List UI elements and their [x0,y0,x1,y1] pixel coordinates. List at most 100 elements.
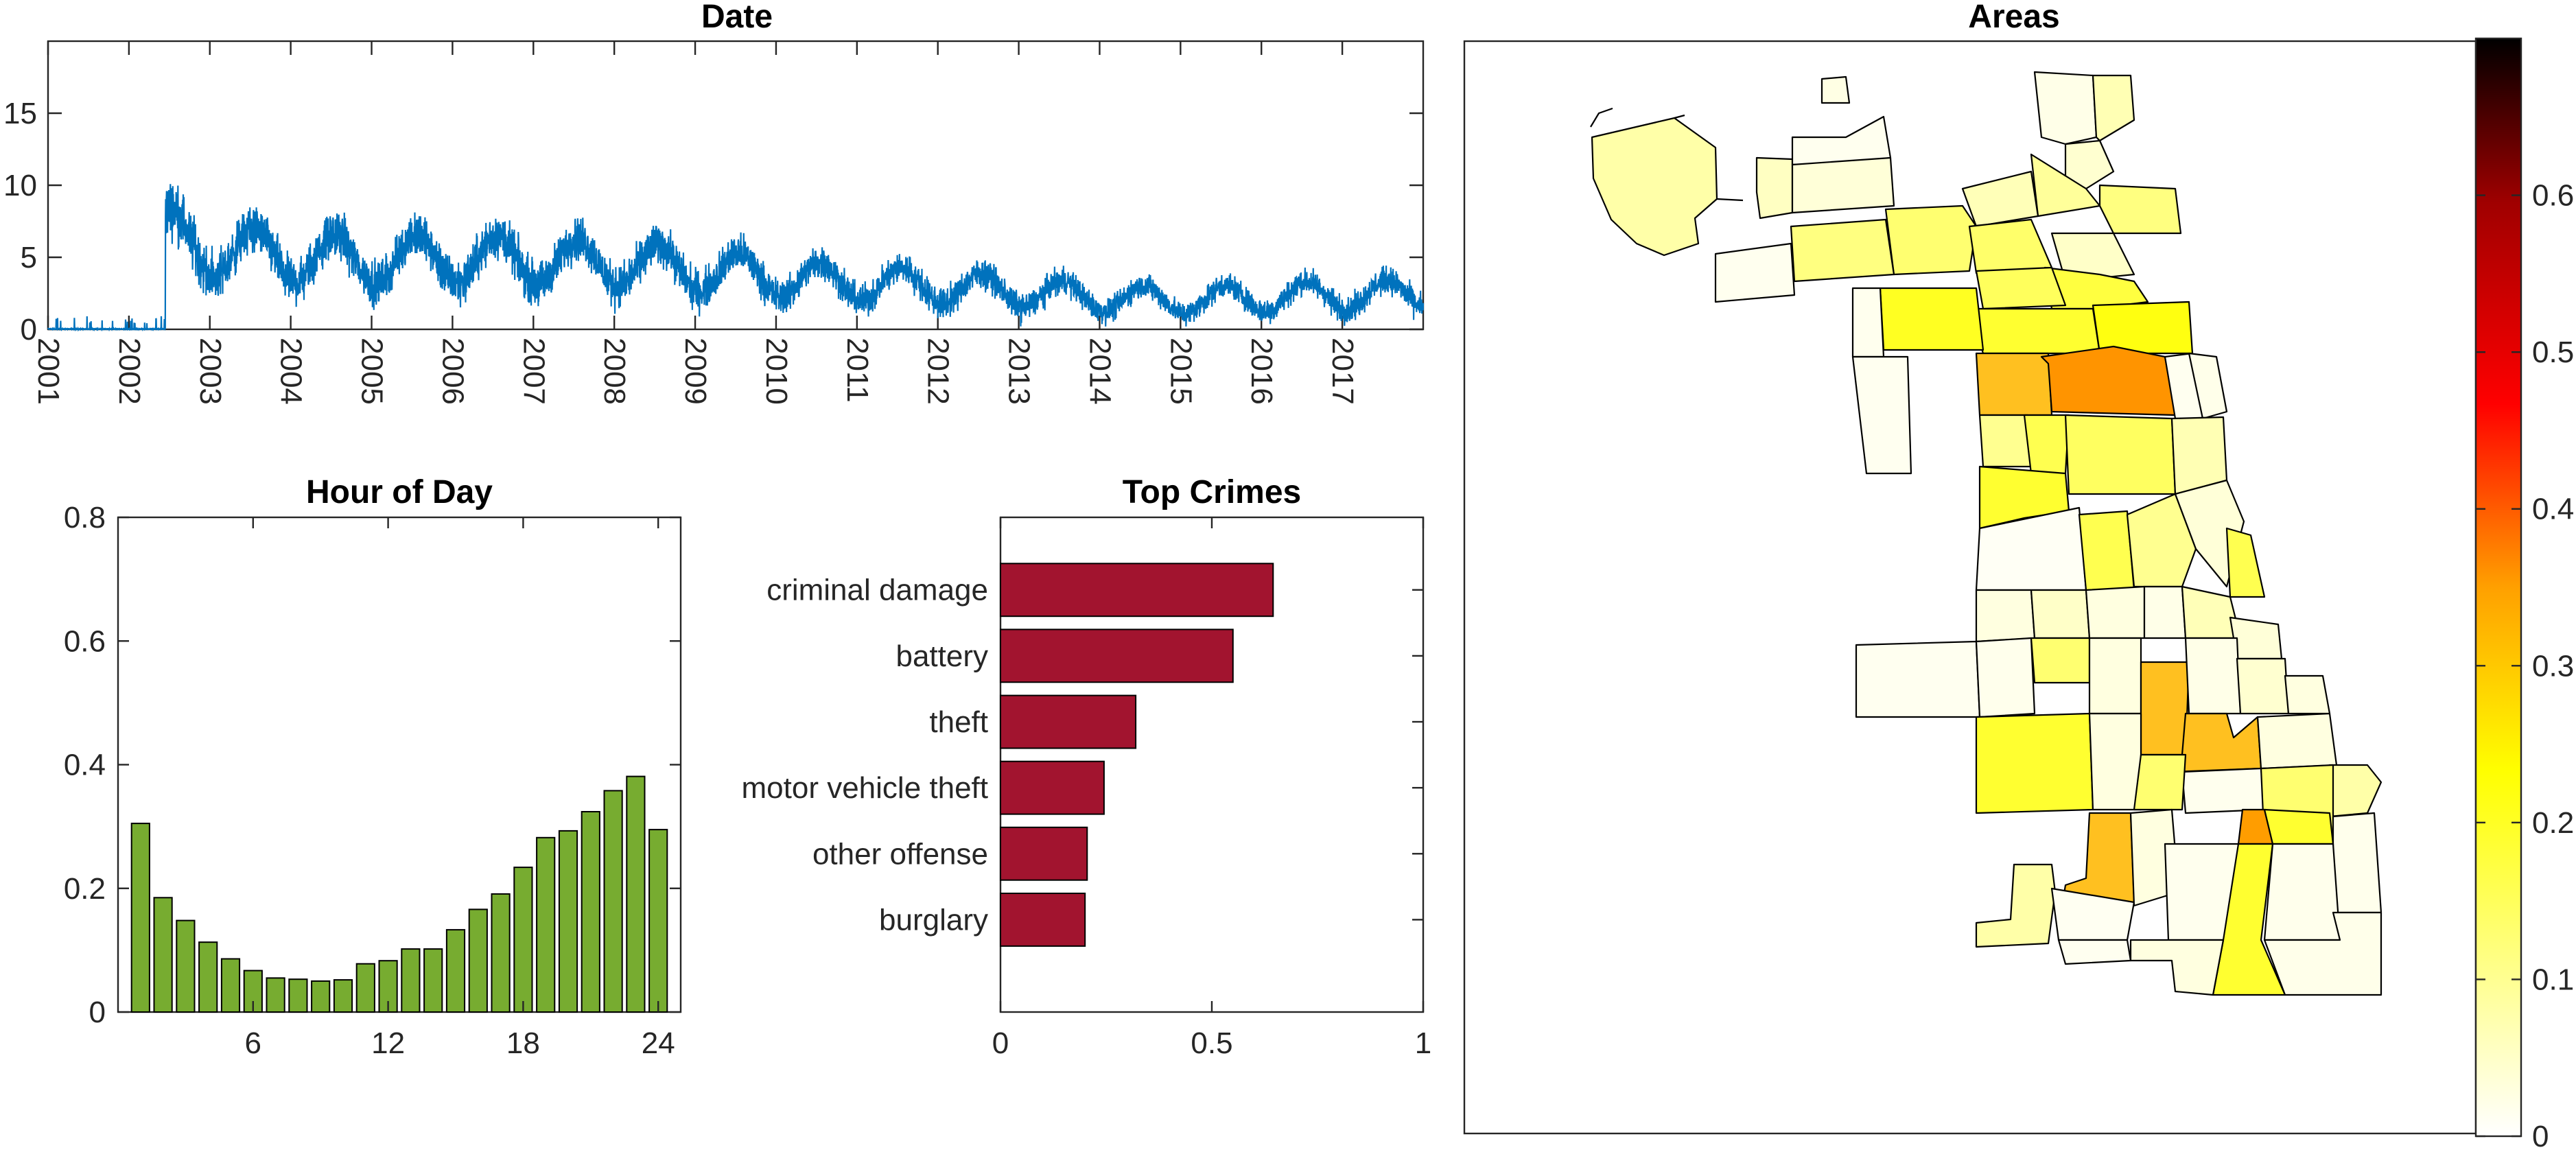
area-morgan-park [2129,939,2225,996]
area-gage-park [2030,637,2091,684]
date-x-tick-label: 2006 [436,338,469,405]
community-areas-map [1590,71,2382,996]
area-lake-view [2050,232,2135,283]
crime-bar [1000,628,1234,683]
colorbar-ticks: 0 0.1 0.2 0.3 0.4 0.5 0.6 [2476,179,2574,1152]
area-west-edge [1851,355,1912,475]
date-y-tick-label: 5 [21,241,37,274]
area-edison-park [1820,75,1851,104]
hour-bar [626,775,646,1013]
area-edgewater [2092,74,2135,142]
area-lower-west [2078,510,2135,591]
hour-bar [355,963,375,1013]
hour-bar [513,867,533,1013]
date-y-tick-label: 15 [3,97,37,130]
hour-bar [198,941,218,1013]
area-west-elsdon [1975,637,2036,718]
area-belmont-cragin [1879,287,1984,351]
hour-bar [423,948,443,1013]
date-x-tick-label: 2008 [598,338,631,405]
area-west-ridge [2064,139,2115,190]
area-montclare [1851,287,1885,358]
date-chart: Date 0 5 10 15 2001 2002 2003 2004 2005 2006 2007… [3,0,1425,405]
area-norwood-park [1755,156,1794,220]
hour-bar [401,948,421,1013]
hour-bar [536,836,556,1013]
hour-bar [220,958,241,1013]
date-x-tick-label: 2012 [922,338,955,405]
colorbar-tick-label: 0 [2532,1120,2549,1152]
crime-category-label: theft [929,705,988,739]
date-series-line [47,184,1425,332]
area-avondale [1975,266,2067,310]
hour-y-tick-label: 0.8 [64,501,106,534]
area-west-lawn [2140,661,2190,756]
crime-category-label: battery [895,639,988,673]
area-humboldt-park [2040,345,2177,416]
hour-bar [491,893,511,1013]
area-near-north-north [2092,301,2194,355]
crime-bar [1000,563,1274,618]
hour-bar [176,919,196,1013]
crime-bar [1000,694,1137,749]
hour-y-tick-label: 0.6 [64,624,106,658]
area-armour-square [2143,585,2187,639]
colorbar-tick-label: 0.4 [2532,493,2574,526]
hour-bar [603,790,623,1013]
crime-x-tick-label: 0.5 [1191,1026,1232,1060]
area-jefferson-park [1791,156,1895,214]
hour-chart-title: Hour of Day [306,474,493,510]
colorbar-tick-label: 0.2 [2532,806,2574,840]
area-near-west [2064,414,2177,495]
colorbar-tick-label: 0.6 [2532,179,2574,213]
hour-y-tick-label: 0 [89,996,106,1029]
date-x-tick-label: 2003 [194,338,227,405]
area-brighton-park [2030,589,2091,639]
crime-bars [1000,563,1423,947]
hour-x-tick-label: 12 [371,1026,405,1060]
crime-x-ticks: 0 0.5 1 [992,517,1431,1060]
hour-bar [648,829,668,1013]
crime-bar [1000,826,1088,881]
area-north-center [1961,170,2039,228]
hour-y-tick-label: 0.4 [64,749,106,782]
crime-category-label: burglary [879,903,988,937]
colorbar-tick-label: 0.5 [2532,336,2574,369]
area-woodlawn [2256,712,2338,770]
area-auburn-gresham [2133,753,2187,811]
area-albany-park [1884,204,1978,276]
hour-bar [311,980,331,1013]
crime-x-tick-label: 1 [1415,1026,1431,1060]
area-forest-glen [1791,115,1892,166]
area-ashburn [2181,767,2266,814]
area-mckinley-park [2085,585,2146,639]
crime-category-label: other offense [812,837,988,871]
area-garfield-ridge [1855,640,1981,718]
area-west-englewood [2088,712,2142,811]
hour-of-day-chart: Hour of Day 0 0.2 0.4 0.6 0.8 6 12 18 24 [64,474,682,1060]
area-mount-greenwood [2057,939,2132,965]
area-chicago-lawn [1975,712,2094,814]
hour-bar [558,830,578,1013]
hour-bar [153,897,173,1013]
hour-x-ticks: 6 12 18 24 [245,517,675,1060]
area-irving-park [1968,218,2053,274]
area-ohare-spur [1590,107,1744,202]
hour-bar [581,811,600,1013]
crime-category-label: criminal damage [766,574,988,607]
colorbar [2474,37,2522,1138]
date-x-tick-label: 2011 [841,338,874,403]
areas-chart-title: Areas [1968,0,2059,35]
date-x-ticks: 2001 2002 2003 2004 2005 2006 2007 2008 2009 2010… [32,41,1359,405]
top-crimes-chart: Top Crimes criminal damage battery theft mo… [742,474,1432,1060]
colorbar-tick-label: 0.3 [2532,649,2574,683]
hour-x-tick-label: 18 [506,1026,540,1060]
date-x-tick-label: 2009 [679,338,712,405]
crime-category-label: motor vehicle theft [742,771,989,805]
hour-x-tick-label: 24 [642,1026,675,1060]
area-austin [1975,352,2053,416]
date-x-tick-label: 2004 [274,338,308,405]
area-ohare [1591,117,1718,257]
hour-bar [130,823,150,1013]
